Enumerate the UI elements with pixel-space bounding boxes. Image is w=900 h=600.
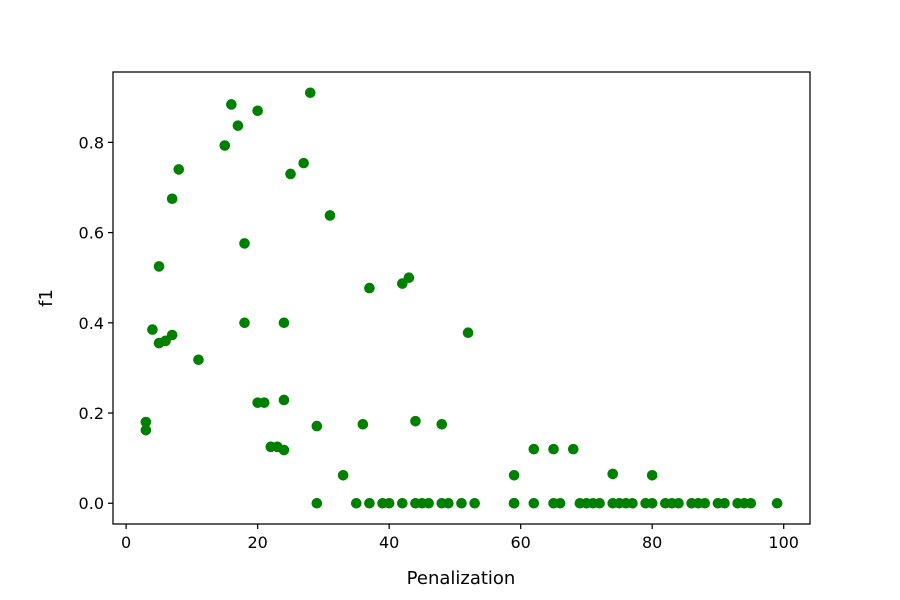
data-point xyxy=(646,497,658,509)
x-tick-label: 80 xyxy=(642,533,662,552)
data-point xyxy=(699,497,711,509)
data-point xyxy=(193,354,204,366)
data-point xyxy=(350,497,362,509)
x-tick-label: 40 xyxy=(379,533,399,552)
data-point xyxy=(443,497,454,509)
data-point xyxy=(166,329,178,341)
x-tick-label: 20 xyxy=(247,533,267,552)
data-point xyxy=(278,317,290,329)
data-point xyxy=(364,282,375,294)
data-point xyxy=(147,324,158,335)
data-point xyxy=(410,415,421,427)
data-point xyxy=(298,157,309,169)
data-point xyxy=(594,497,605,509)
y-axis-label: f1 xyxy=(36,289,57,307)
data-point xyxy=(239,317,250,329)
data-point xyxy=(337,469,349,481)
data-point xyxy=(548,443,559,455)
data-point xyxy=(166,193,178,205)
data-point xyxy=(567,443,579,455)
data-point xyxy=(219,140,231,151)
data-point xyxy=(324,210,336,221)
data-point xyxy=(311,497,323,509)
data-point xyxy=(719,497,730,509)
data-point xyxy=(252,105,263,117)
data-point xyxy=(226,99,237,110)
data-point xyxy=(462,327,474,339)
x-axis-label: Penalization xyxy=(407,568,516,589)
data-point xyxy=(311,420,323,432)
data-point xyxy=(278,444,290,456)
data-point xyxy=(153,261,165,272)
y-tick-label: 0.6 xyxy=(79,224,104,243)
data-point xyxy=(771,497,783,509)
data-point xyxy=(554,497,566,509)
data-point xyxy=(285,168,296,180)
data-point xyxy=(436,419,448,430)
data-point xyxy=(456,497,467,509)
data-point xyxy=(304,87,316,99)
data-point xyxy=(528,497,540,509)
y-tick-label: 0.8 xyxy=(79,133,104,152)
data-point xyxy=(646,469,658,481)
data-point xyxy=(607,468,619,480)
data-point xyxy=(364,497,375,509)
data-point xyxy=(258,397,270,408)
plot-frame xyxy=(112,71,811,525)
x-tick-label: 60 xyxy=(510,533,530,552)
data-points xyxy=(140,87,783,509)
data-point xyxy=(403,272,415,284)
data-point xyxy=(239,238,250,249)
data-point xyxy=(278,394,290,406)
data-point xyxy=(469,497,480,509)
data-point xyxy=(673,497,684,509)
data-point xyxy=(508,469,520,481)
y-tick-label: 0.2 xyxy=(79,404,104,423)
y-tick-label: 0.4 xyxy=(79,314,104,333)
data-point xyxy=(232,120,244,131)
data-point xyxy=(528,443,540,455)
data-point xyxy=(508,497,520,509)
y-tick-label: 0.0 xyxy=(79,494,104,513)
data-point xyxy=(140,424,152,436)
data-point xyxy=(140,416,152,428)
x-tick-label: 100 xyxy=(768,533,799,552)
data-point xyxy=(627,497,638,509)
data-point xyxy=(357,419,369,430)
data-point xyxy=(383,497,395,509)
x-tick-label: 0 xyxy=(121,533,131,552)
data-point xyxy=(423,497,434,509)
data-point xyxy=(745,497,757,509)
data-point xyxy=(173,164,185,175)
data-point xyxy=(397,497,408,509)
axis-ticks: 0 20 40 60 80 100 0.0 0.2 0.4 0.6 0.8 xyxy=(79,133,799,552)
